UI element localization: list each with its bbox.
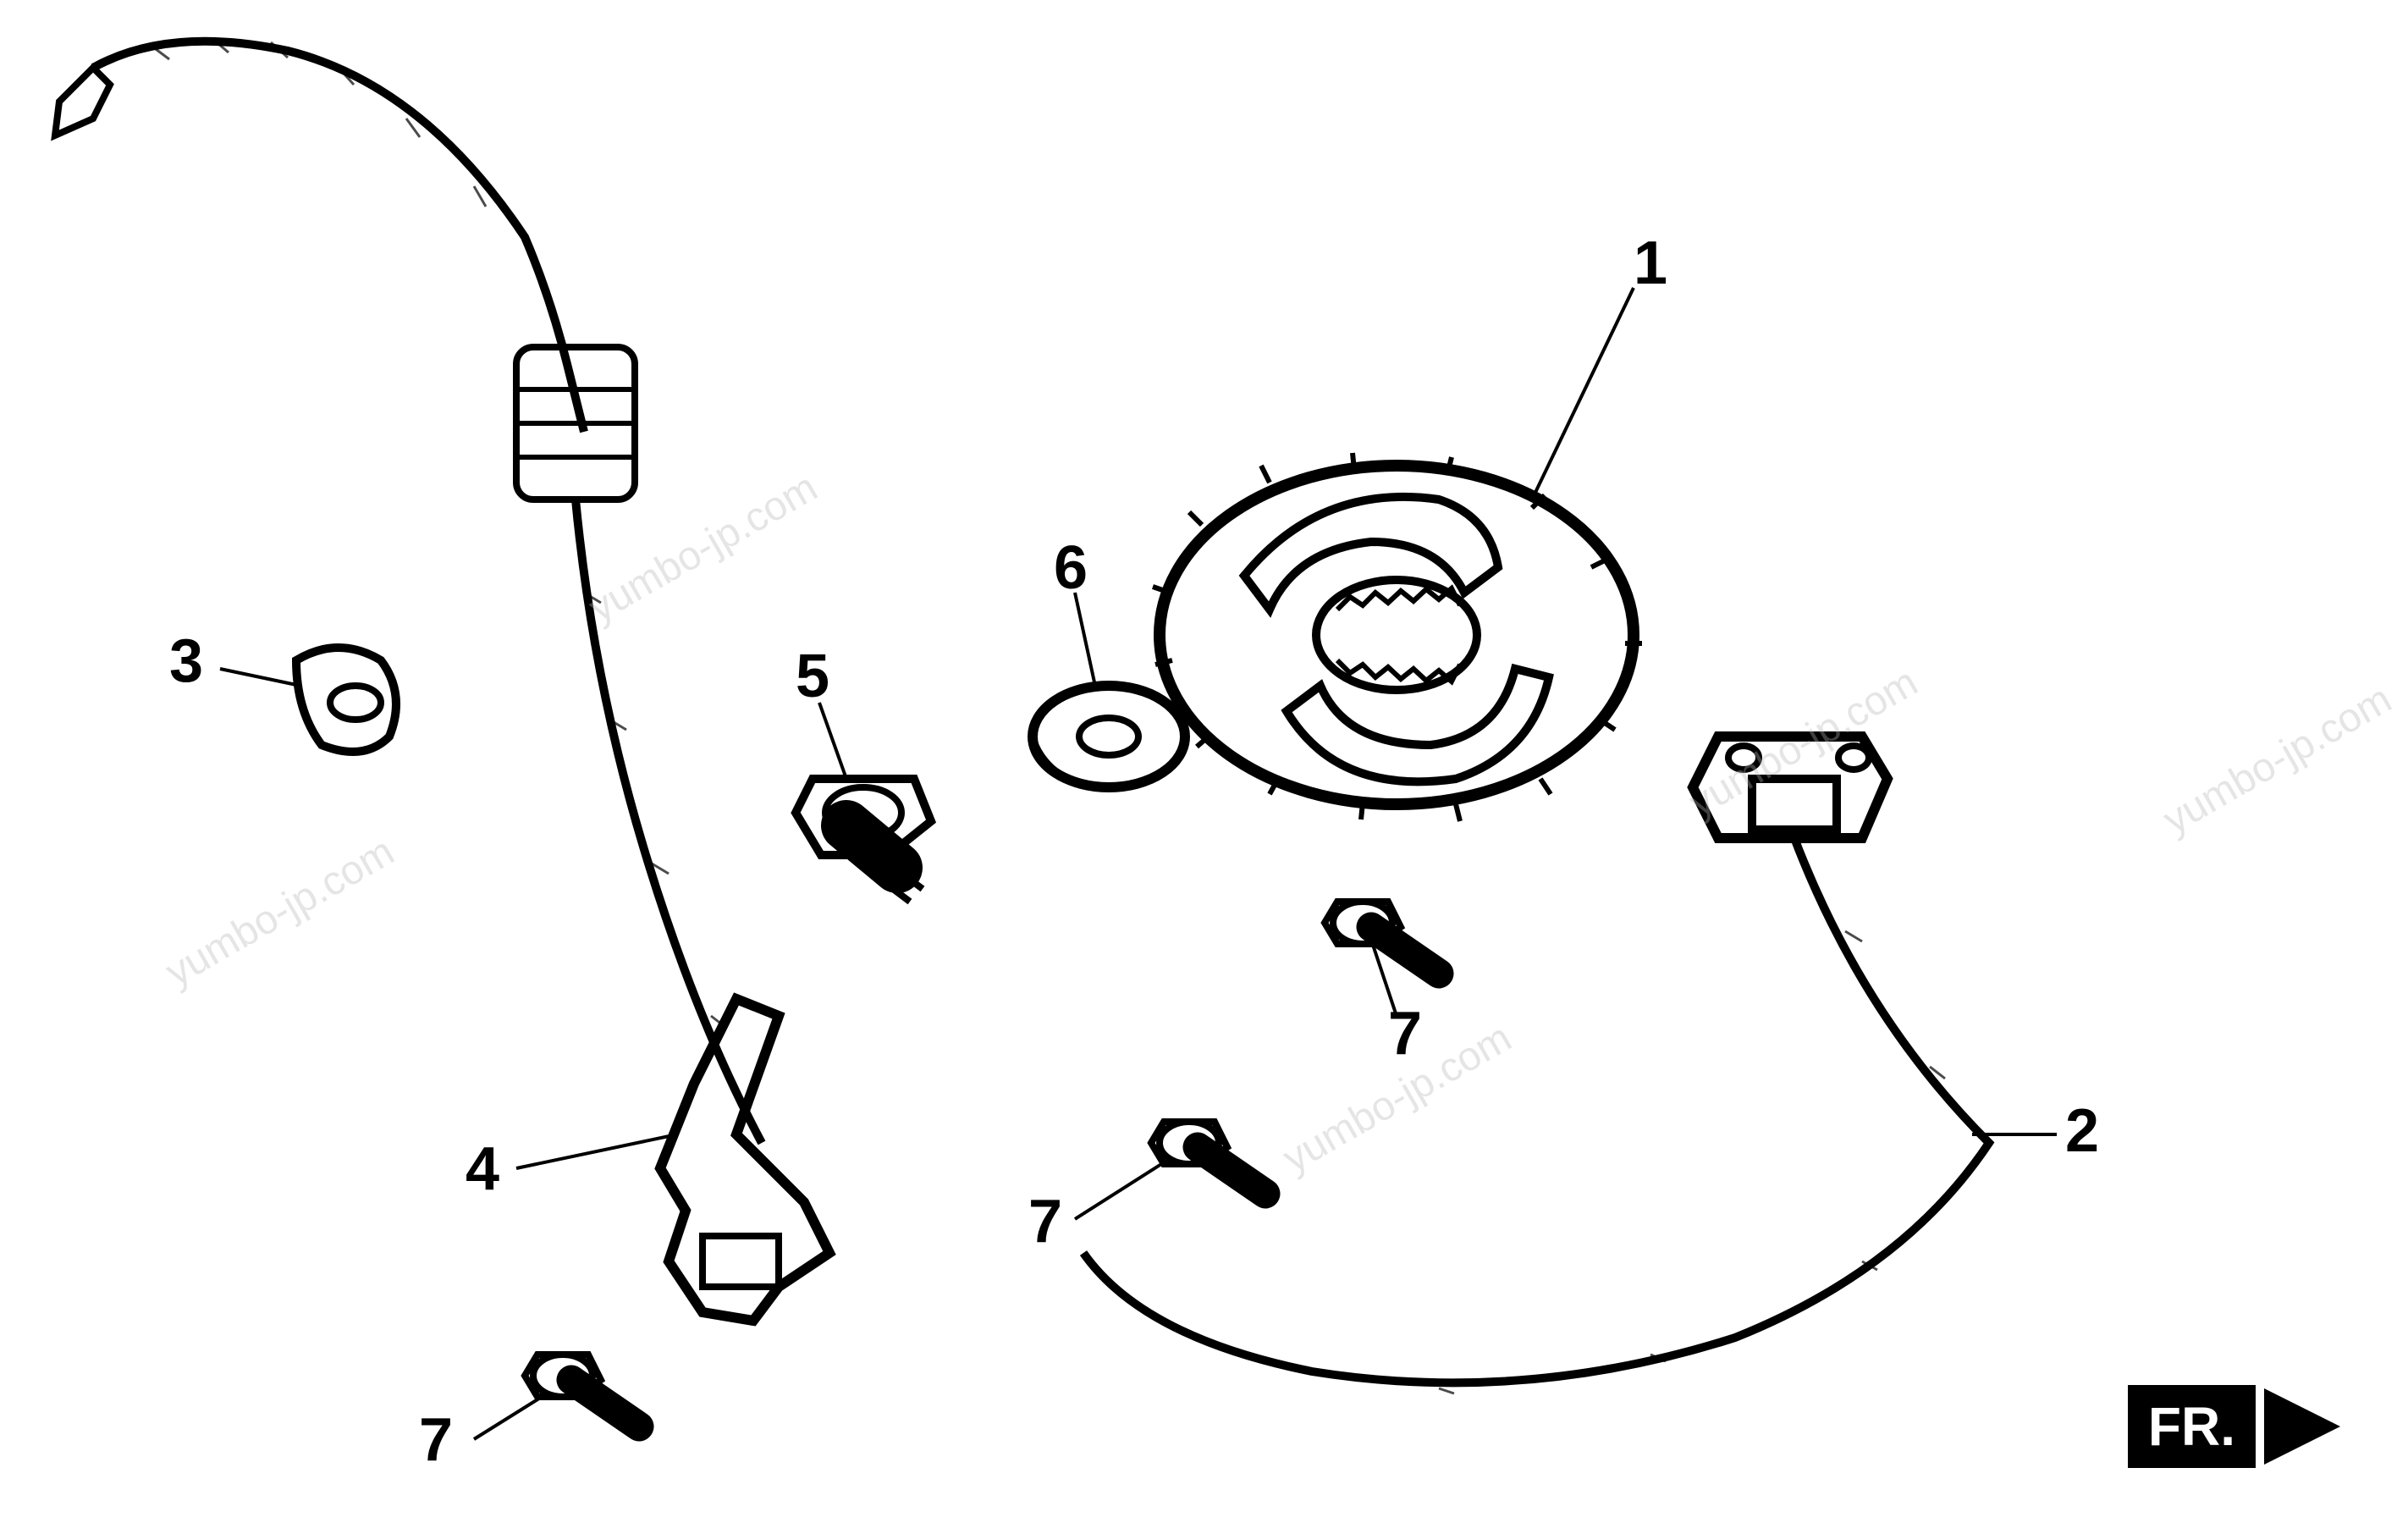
parts-diagram-svg [0,0,2408,1519]
callout-7b: 7 [419,1405,453,1475]
fr-arrow-icon [2264,1388,2340,1465]
callout-2: 2 [2065,1096,2099,1166]
callout-7a: 7 [1028,1187,1062,1256]
fr-text: FR. [2128,1385,2256,1468]
callout-4: 4 [466,1134,499,1204]
callout-7c: 7 [1388,999,1422,1068]
fr-direction-indicator: FR. [2128,1385,2340,1468]
callout-3: 3 [169,626,203,696]
callout-6: 6 [1054,533,1088,603]
diagram-container: 1 2 3 4 5 6 7 7 7 yumbo-jp.com yumbo-jp.… [0,0,2408,1519]
callout-1: 1 [1634,229,1667,298]
callout-5: 5 [796,642,829,711]
